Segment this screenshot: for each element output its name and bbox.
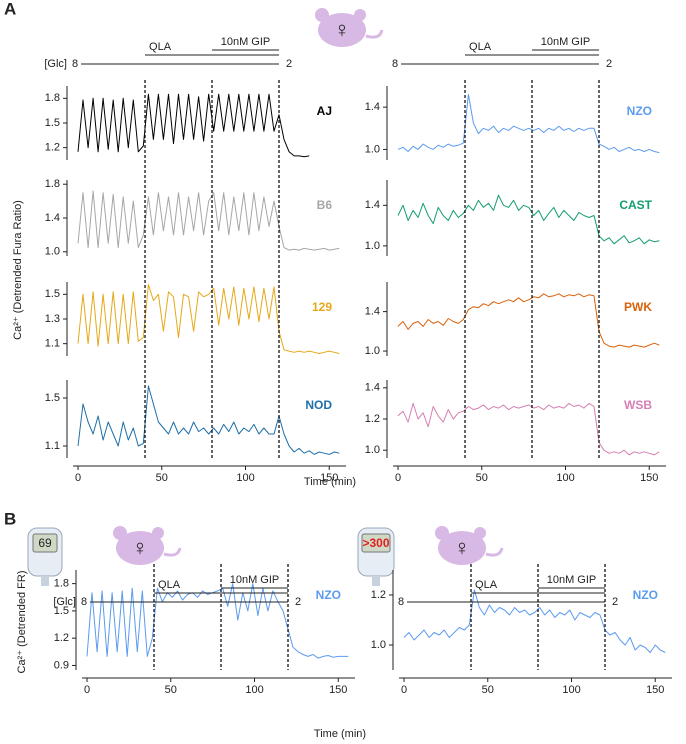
glc-label: [Glc]: [53, 596, 76, 608]
y-tick-label: 1.2: [365, 413, 380, 425]
mouse-icon: ♀: [113, 526, 182, 565]
y-axis-title: Ca²⁺ (Detrended FR): [16, 570, 28, 673]
y-tick-label: 1.5: [45, 117, 60, 129]
sex-symbol: ♀: [132, 535, 149, 560]
y-tick-label: 1.4: [365, 101, 380, 113]
x-tick-label: 150: [646, 684, 664, 696]
x-tick-label: 50: [165, 684, 177, 696]
y-tick-label: 0.9: [54, 659, 69, 671]
y-tick-label: 1.0: [365, 143, 380, 155]
trace-name: 129: [312, 300, 332, 314]
glc-low: 2: [606, 58, 612, 70]
x-axis-title: Time (min): [304, 476, 356, 488]
meter-reading: 69: [38, 536, 52, 550]
x-tick-label: 50: [156, 472, 168, 484]
trace-name: NOD: [305, 398, 332, 412]
x-tick-label: 150: [329, 684, 347, 696]
y-tick-label: 1.2: [371, 589, 386, 601]
trace: [77, 93, 310, 158]
trace-name: PWK: [624, 300, 652, 314]
trace-name: NZO: [633, 588, 658, 602]
y-tick-label: 1.1: [45, 338, 60, 350]
y-tick-label: 1.5: [45, 392, 60, 404]
y-tick-label: 1.4: [365, 306, 380, 318]
glc-low: 2: [295, 596, 301, 608]
x-tick-label: 100: [245, 684, 263, 696]
gip-label: 10nM GIP: [221, 36, 271, 48]
glucose-meter: 69: [27, 527, 63, 586]
y-tick-label: 1.5: [54, 605, 69, 617]
trace: [77, 385, 340, 455]
y-tick-label: 1.4: [365, 382, 380, 394]
trace: [397, 293, 660, 348]
y-axis-title: Ca²⁺ (Detrended Fura Ratio): [12, 200, 24, 340]
glc-high: 8: [81, 596, 87, 608]
panel-label: A: [4, 0, 16, 18]
y-tick-label: 1.8: [45, 178, 60, 190]
trace: [397, 402, 660, 456]
y-tick-label: 1.2: [54, 632, 69, 644]
trace: [86, 583, 349, 659]
x-tick-label: 150: [640, 472, 658, 484]
mouse-icon: ♀: [315, 8, 384, 47]
glucose-meter: >300: [357, 527, 395, 586]
x-tick-label: 0: [84, 684, 90, 696]
trace: [403, 589, 666, 653]
x-tick-label: 0: [395, 472, 401, 484]
y-tick-label: 1.5: [45, 288, 60, 300]
x-tick-label: 0: [75, 472, 81, 484]
y-tick-label: 1.0: [365, 345, 380, 357]
meter-reading: >300: [362, 536, 389, 550]
y-tick-label: 1.0: [371, 639, 386, 651]
panel-label: B: [4, 509, 16, 528]
trace: [77, 190, 340, 251]
y-tick-label: 1.4: [45, 212, 60, 224]
x-tick-label: 100: [562, 684, 580, 696]
qla-label: QLA: [475, 579, 498, 591]
qla-label: QLA: [158, 579, 181, 591]
gip-label: 10nM GIP: [230, 574, 280, 586]
y-tick-label: 1.0: [365, 240, 380, 252]
glc-high: 8: [398, 596, 404, 608]
gip-label: 10nM GIP: [547, 574, 597, 586]
qla-label: QLA: [149, 41, 172, 53]
glc-high: 8: [72, 58, 78, 70]
trace-name: WSB: [624, 398, 652, 412]
glc-high: 8: [392, 58, 398, 70]
trace-name: NZO: [316, 588, 341, 602]
x-axis-title: Time (min): [314, 728, 366, 740]
x-tick-label: 150: [320, 472, 338, 484]
y-tick-label: 1.4: [365, 199, 380, 211]
mouse-icon: ♀: [435, 526, 504, 565]
trace: [77, 284, 340, 354]
x-tick-label: 100: [556, 472, 574, 484]
x-tick-label: 50: [482, 684, 494, 696]
y-tick-label: 1.1: [45, 440, 60, 452]
y-tick-label: 1.2: [45, 142, 60, 154]
sex-symbol: ♀: [454, 535, 471, 560]
x-tick-label: 0: [401, 684, 407, 696]
qla-label: QLA: [469, 41, 492, 53]
trace-name: NZO: [627, 104, 652, 118]
y-tick-label: 1.0: [365, 444, 380, 456]
trace-name: B6: [317, 198, 333, 212]
y-tick-label: 1.0: [45, 246, 60, 258]
trace-name: CAST: [619, 198, 652, 212]
y-tick-label: 1.8: [54, 578, 69, 590]
x-tick-label: 100: [236, 472, 254, 484]
trace: [397, 94, 660, 154]
y-tick-label: 1.3: [45, 313, 60, 325]
glc-low: 2: [286, 58, 292, 70]
glc-label: [Glc]: [44, 58, 67, 70]
glc-low: 2: [612, 596, 618, 608]
trace: [397, 194, 660, 245]
sex-symbol: ♀: [334, 17, 351, 42]
gip-label: 10nM GIP: [541, 36, 591, 48]
trace-name: AJ: [317, 104, 332, 118]
y-tick-label: 1.8: [45, 92, 60, 104]
x-tick-label: 50: [476, 472, 488, 484]
